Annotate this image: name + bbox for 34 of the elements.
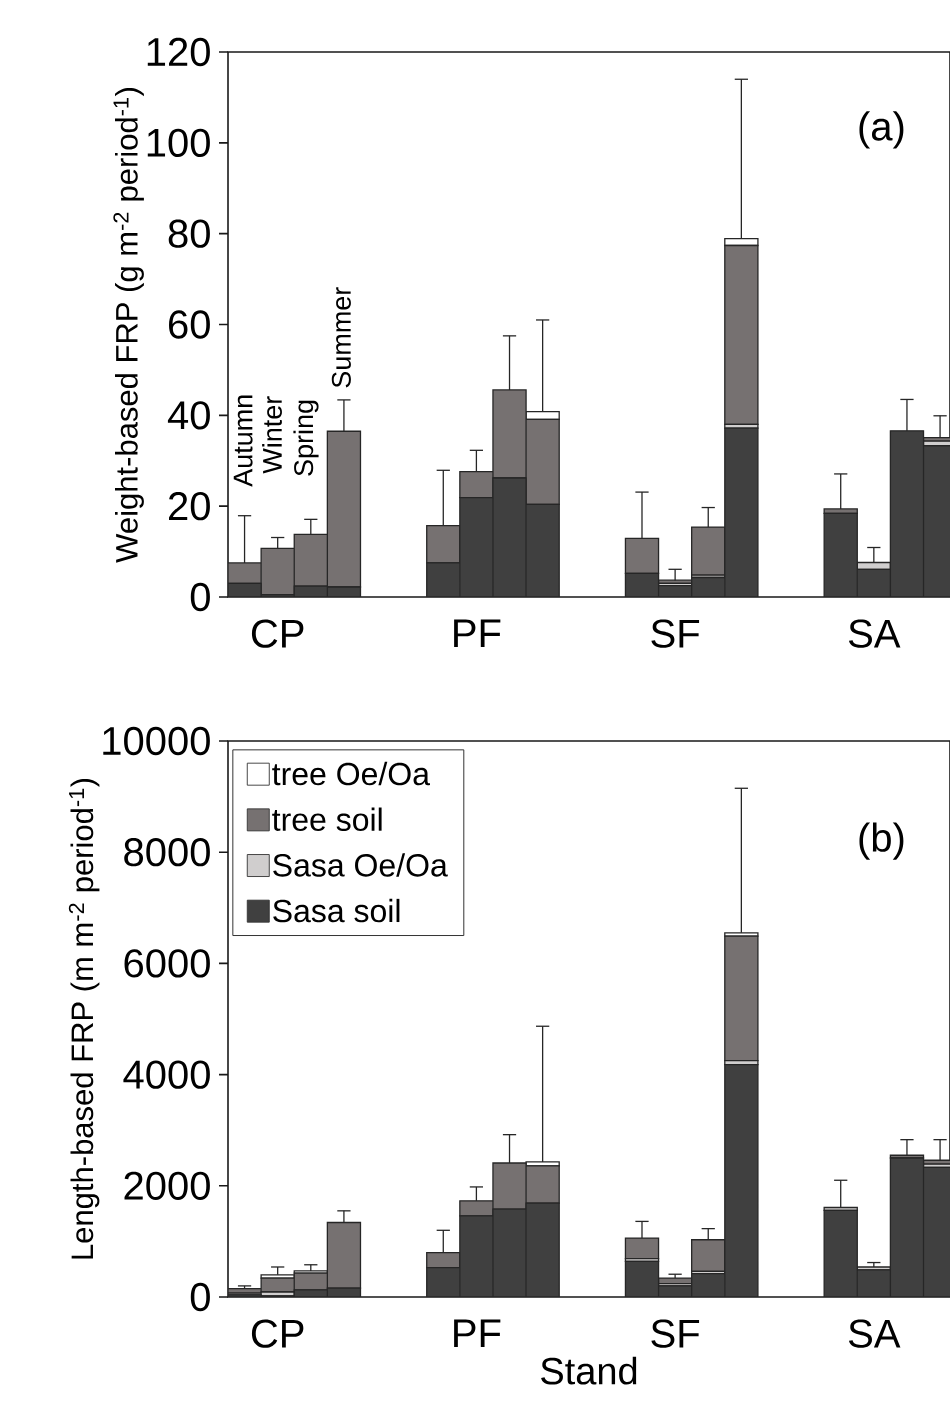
y-axis-title: Weight-based FRP (g m$^{-2}$ period$^{-1}$) bbox=[113, 88, 144, 563]
x-tick-label: SF bbox=[651, 1319, 700, 1348]
x-tick-label: SA bbox=[848, 1319, 901, 1348]
annotation: Autumn bbox=[233, 395, 253, 487]
x-axis-title: Stand bbox=[541, 1356, 637, 1385]
y-tick-label: 120 bbox=[147, 37, 210, 67]
x-tick-label: SA bbox=[848, 619, 901, 648]
legend-label: Sasa soil bbox=[273, 898, 400, 923]
y-tick-label: 10000 bbox=[103, 726, 210, 756]
legend-label: Sasa Oe/Oa bbox=[273, 853, 448, 877]
y-tick-label: 0 bbox=[190, 1282, 210, 1312]
y-tick-label: 0 bbox=[190, 582, 210, 612]
y-tick-label: 60 bbox=[169, 310, 210, 339]
y-tick-label: 6000 bbox=[124, 949, 210, 978]
y-tick-label: 100 bbox=[147, 128, 210, 157]
x-tick-label: PF bbox=[454, 1319, 501, 1348]
y-tick-label: 80 bbox=[168, 219, 210, 248]
legend-label: tree Oe/Oa bbox=[272, 761, 430, 786]
annotation: Spring bbox=[293, 400, 319, 476]
legend-label: tree soil bbox=[272, 807, 382, 832]
y-tick-label: 8000 bbox=[124, 838, 210, 867]
x-tick-label: SF bbox=[651, 619, 700, 648]
y-tick-label: 40 bbox=[167, 401, 210, 430]
annotation: Winter bbox=[262, 396, 282, 474]
annotation: (a) bbox=[859, 111, 904, 149]
y-tick-label: 20 bbox=[169, 492, 210, 521]
x-tick-label: CP bbox=[251, 1319, 304, 1348]
y-tick-label: 4000 bbox=[123, 1060, 210, 1089]
annotation: Summer bbox=[331, 287, 351, 388]
x-tick-label: PF bbox=[454, 619, 501, 648]
y-axis-title: Length-based FRP (m m$^{-2}$ period$^{-1}$) bbox=[68, 778, 100, 1259]
annotation: (b) bbox=[859, 822, 904, 860]
x-tick-label: CP bbox=[251, 619, 304, 648]
y-tick-label: 2000 bbox=[124, 1171, 210, 1200]
